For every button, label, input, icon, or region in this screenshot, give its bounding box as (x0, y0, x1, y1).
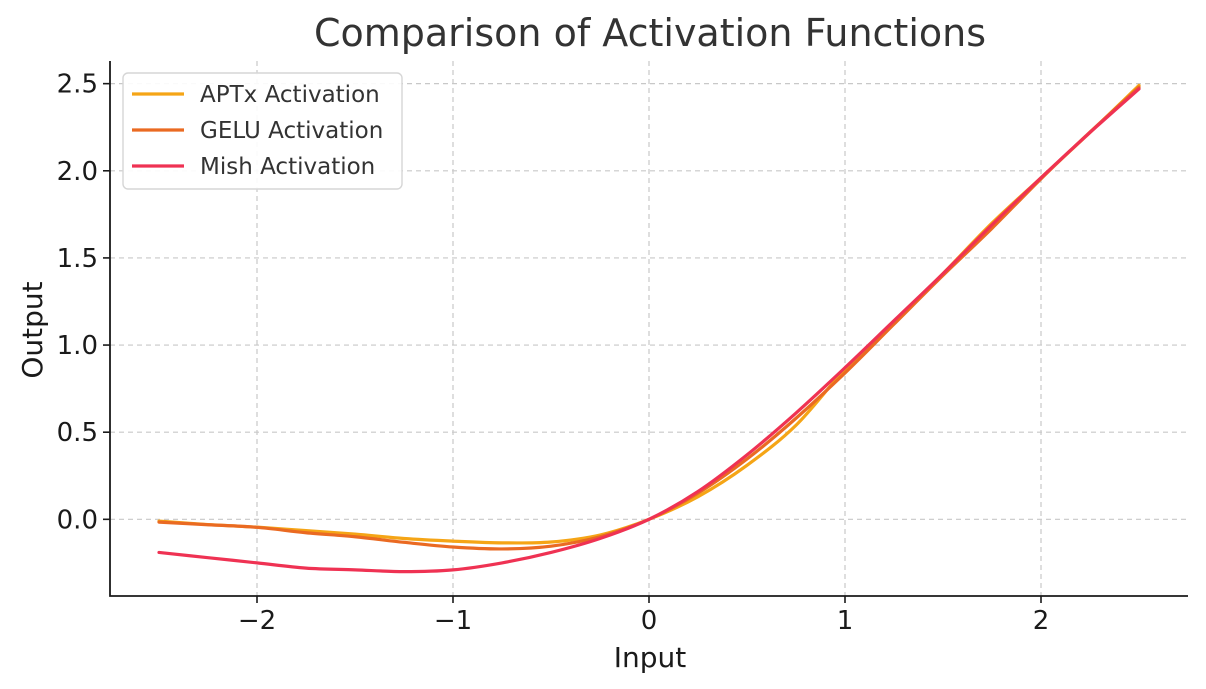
axis-spines (109, 61, 1188, 597)
legend-label: GELU Activation (200, 118, 383, 144)
axes (103, 61, 1188, 603)
series-line-3 (157, 87, 1141, 574)
y-tick-label: 1.5 (57, 244, 98, 274)
legend-label: APTx Activation (200, 82, 380, 108)
x-tick-label: −1 (434, 606, 472, 636)
y-tick-label: 2.0 (57, 157, 98, 187)
chart-title: Comparison of Activation Functions (314, 11, 986, 55)
x-tick-label: 2 (1033, 606, 1050, 636)
x-tick-label: 1 (837, 606, 854, 636)
legend-label: Mish Activation (200, 154, 375, 180)
series-lines (157, 83, 1141, 574)
y-tick-label: 0.5 (57, 418, 98, 448)
y-axis-label: Output (16, 281, 49, 378)
tick-labels: −2 −1 0 1 2 0.0 0.5 1.0 1.5 2.0 2.5 (57, 70, 1050, 636)
y-tick-label: 2.5 (57, 70, 98, 100)
x-axis-label: Input (614, 641, 687, 674)
legend-box (122, 72, 403, 190)
y-tick-label: 1.0 (57, 331, 98, 361)
x-tick-label: 0 (641, 606, 658, 636)
x-tick-label: −2 (238, 606, 276, 636)
legend: APTx Activation GELU Activation Mish Activ… (122, 72, 403, 190)
y-tick-label: 0.0 (57, 505, 98, 535)
grid-lines (110, 61, 1188, 596)
